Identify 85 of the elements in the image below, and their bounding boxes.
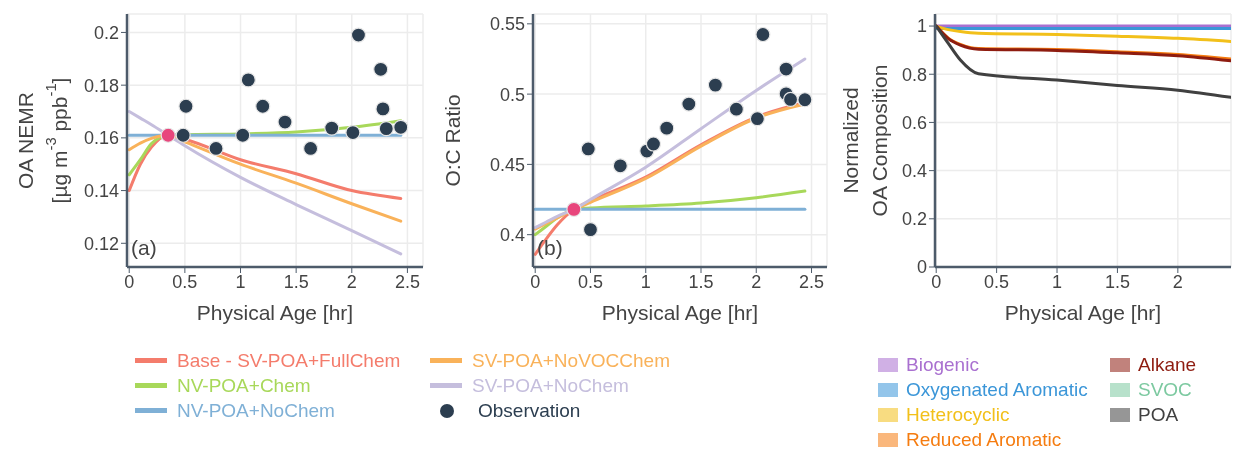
legend-label: Heterocyclic (906, 403, 1010, 426)
y-tick-label: 0.55 (489, 14, 525, 35)
annotation: (b) (537, 236, 563, 260)
y-tick-label: 0.4 (499, 225, 525, 246)
x-tick-label: 1 (1052, 271, 1063, 292)
x-tick-label: 0.5 (577, 271, 603, 292)
x-axis-title: Physical Age [hr] (196, 301, 354, 324)
legend-label: Biogenic (906, 353, 979, 376)
x-axis-title: Physical Age [hr] (1004, 301, 1162, 324)
y-tick-label: 0.6 (901, 112, 927, 133)
legend-label: NV-POA+NoChem (177, 399, 335, 422)
x-tick-label: 2.5 (394, 271, 420, 292)
line-series (935, 24, 1231, 99)
point (324, 120, 340, 136)
point (303, 140, 319, 157)
point (782, 91, 799, 108)
point (375, 101, 391, 117)
y-tick-label: 1 (916, 16, 927, 37)
x-tick-label: 0 (931, 271, 942, 292)
legend-label: Base - SV-POA+FullChem (177, 349, 401, 372)
y-tick-label: 0.8 (901, 64, 927, 85)
x-tick-label: 0.5 (984, 271, 1010, 292)
point (707, 77, 723, 93)
x-tick-label: 2.5 (799, 271, 825, 292)
x-tick-label: 2 (346, 271, 357, 292)
legend-label: SVOC (1138, 378, 1192, 401)
legend-label: SV-POA+NoChem (472, 374, 629, 397)
point (778, 61, 794, 77)
x-tick-label: 2 (751, 271, 762, 292)
legend-label: Observation (478, 399, 581, 422)
point (277, 114, 293, 130)
y-tick-label: 0.5 (499, 84, 525, 105)
point (755, 26, 771, 43)
y-axis-title: O:C Ratio (440, 94, 464, 187)
y-tick-label: 0.2 (93, 22, 119, 43)
legend-label: POA (1138, 403, 1179, 426)
y-tick-label: 0.45 (489, 154, 525, 175)
x-tick-label: 1 (640, 271, 651, 292)
x-tick-label: 1.5 (1104, 271, 1130, 292)
y-axis-title: Normalized OA Composition (838, 64, 891, 217)
point (566, 201, 582, 217)
y-tick-label: 0.14 (83, 180, 119, 201)
point (175, 127, 191, 143)
y-tick-label: 0 (916, 257, 927, 278)
point (350, 27, 367, 43)
legend-label: NV-POA+Chem (177, 374, 311, 397)
x-tick-label: 0.5 (172, 271, 198, 292)
line-series (935, 24, 1231, 43)
y-tick-label: 0.18 (83, 75, 119, 96)
y-tick-label: 0.2 (901, 209, 927, 230)
legend-label: SV-POA+NoVOCChem (472, 349, 670, 372)
point (797, 92, 813, 108)
point (235, 127, 251, 143)
legend-label: Alkane (1138, 353, 1197, 376)
point (393, 119, 409, 135)
point (681, 96, 697, 112)
point (728, 101, 744, 117)
x-tick-label: 1.5 (688, 271, 714, 292)
legend-label: Reduced Aromatic (906, 428, 1062, 451)
x-tick-label: 2 (1172, 271, 1183, 292)
point (378, 121, 394, 137)
y-tick-label: 0.16 (83, 128, 119, 149)
point (612, 158, 628, 174)
point (749, 111, 765, 127)
point (645, 136, 662, 152)
legend-label: Oxygenated Aromatic (906, 378, 1088, 401)
y-tick-label: 0.4 (901, 161, 927, 182)
x-tick-label: 1.5 (283, 271, 309, 292)
y-tick-label: 0.12 (83, 233, 119, 254)
point (580, 141, 596, 157)
point (373, 61, 389, 77)
x-axis-title: Physical Age [hr] (601, 301, 759, 324)
point (208, 140, 224, 157)
x-tick-label: 0 (124, 271, 135, 292)
point (178, 98, 194, 114)
x-tick-label: 1 (235, 271, 246, 292)
point (160, 127, 176, 143)
point (659, 120, 675, 136)
x-tick-label: 0 (530, 271, 541, 292)
line-series (533, 57, 807, 230)
point (255, 98, 271, 114)
annotation: (a) (131, 236, 157, 260)
point (345, 124, 361, 141)
point (582, 222, 599, 238)
point (240, 72, 256, 88)
